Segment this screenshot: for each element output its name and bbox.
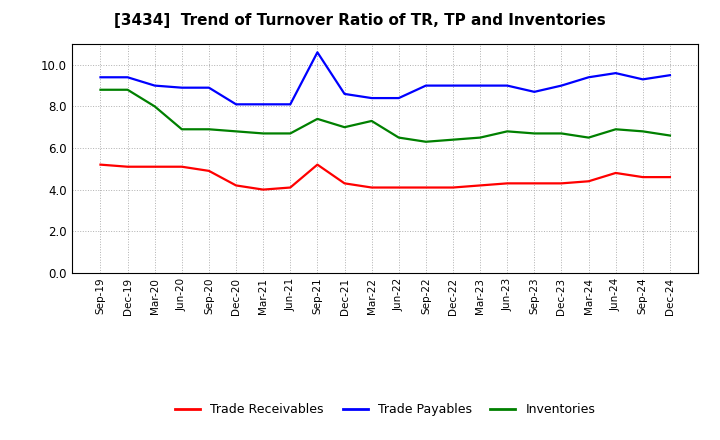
Trade Receivables [313,162,322,167]
Trade Payables [367,95,376,101]
Inventories [639,129,647,134]
Trade Payables [639,77,647,82]
Inventories [611,127,620,132]
Legend: Trade Receivables, Trade Payables, Inventories: Trade Receivables, Trade Payables, Inven… [170,398,600,421]
Trade Payables [232,102,240,107]
Trade Payables [286,102,294,107]
Trade Payables [665,73,674,78]
Inventories [557,131,566,136]
Trade Payables [123,75,132,80]
Inventories [96,87,105,92]
Trade Payables [476,83,485,88]
Inventories [204,127,213,132]
Trade Receivables [259,187,268,192]
Inventories [395,135,403,140]
Trade Receivables [503,181,511,186]
Inventories [449,137,457,142]
Trade Receivables [557,181,566,186]
Trade Payables [341,91,349,96]
Trade Receivables [449,185,457,190]
Trade Payables [395,95,403,101]
Trade Receivables [665,175,674,180]
Trade Receivables [96,162,105,167]
Trade Receivables [476,183,485,188]
Trade Receivables [421,185,430,190]
Trade Payables [503,83,511,88]
Line: Trade Receivables: Trade Receivables [101,165,670,190]
Trade Payables [611,70,620,76]
Trade Receivables [367,185,376,190]
Inventories [259,131,268,136]
Inventories [367,118,376,124]
Trade Payables [421,83,430,88]
Inventories [150,104,159,109]
Trade Payables [449,83,457,88]
Inventories [665,133,674,138]
Trade Payables [150,83,159,88]
Inventories [341,125,349,130]
Trade Payables [584,75,593,80]
Trade Receivables [611,170,620,176]
Inventories [530,131,539,136]
Inventories [421,139,430,144]
Inventories [232,129,240,134]
Trade Payables [259,102,268,107]
Trade Payables [204,85,213,90]
Trade Receivables [232,183,240,188]
Trade Payables [313,50,322,55]
Trade Receivables [530,181,539,186]
Trade Receivables [204,168,213,173]
Inventories [313,116,322,121]
Trade Payables [530,89,539,95]
Trade Receivables [341,181,349,186]
Inventories [178,127,186,132]
Line: Inventories: Inventories [101,90,670,142]
Text: [3434]  Trend of Turnover Ratio of TR, TP and Inventories: [3434] Trend of Turnover Ratio of TR, TP… [114,13,606,28]
Inventories [476,135,485,140]
Trade Receivables [178,164,186,169]
Trade Receivables [639,175,647,180]
Inventories [123,87,132,92]
Trade Receivables [150,164,159,169]
Trade Receivables [395,185,403,190]
Line: Trade Payables: Trade Payables [101,52,670,104]
Trade Receivables [123,164,132,169]
Trade Receivables [584,179,593,184]
Trade Payables [557,83,566,88]
Trade Payables [96,75,105,80]
Inventories [584,135,593,140]
Inventories [286,131,294,136]
Inventories [503,129,511,134]
Trade Receivables [286,185,294,190]
Trade Payables [178,85,186,90]
